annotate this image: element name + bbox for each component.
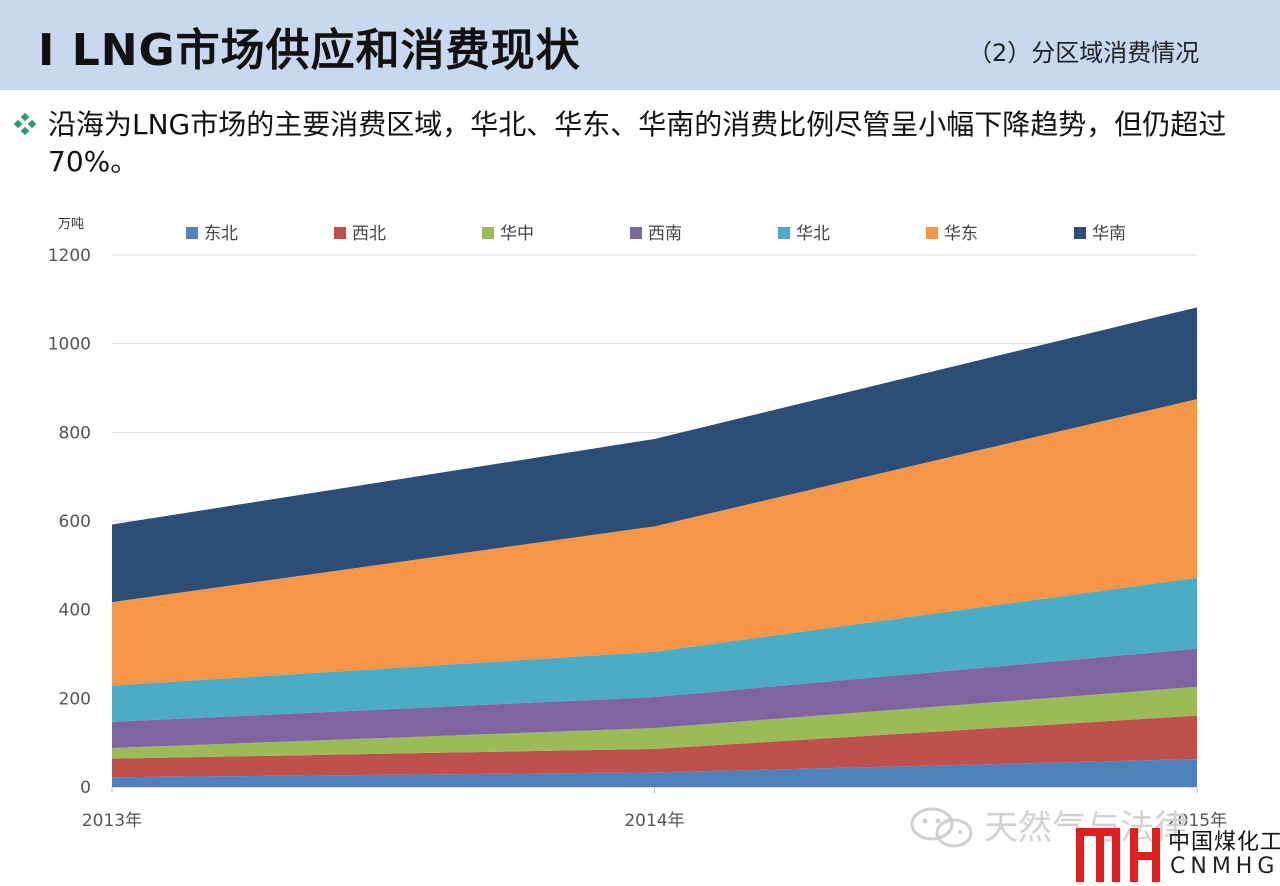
y-tick-label: 1200 <box>48 246 91 266</box>
diamond-cluster-icon <box>14 113 36 135</box>
legend-item: 华东 <box>926 224 978 244</box>
area-series-4 <box>112 648 1197 748</box>
legend-swatch <box>1074 227 1086 239</box>
legend-item: 东北 <box>186 224 238 244</box>
legend-label: 华东 <box>944 224 978 244</box>
legend-label: 华北 <box>796 224 830 244</box>
logo-english-name: CNMHG <box>1170 854 1280 879</box>
legend-swatch <box>778 227 790 239</box>
area-series-5 <box>112 577 1197 722</box>
legend-label: 华中 <box>500 224 534 244</box>
legend-item: 华南 <box>1074 224 1126 244</box>
y-unit-label: 万吨 <box>58 217 84 232</box>
legend-label: 华南 <box>1092 224 1126 244</box>
legend-label: 西北 <box>352 224 386 244</box>
y-tick-label: 800 <box>59 423 91 443</box>
legend-label: 西南 <box>648 224 682 244</box>
chart-legend: 东北 西北 华中 西南 华北 华东 华南 <box>186 224 1126 244</box>
area-series-2 <box>112 715 1197 778</box>
y-tick-label: 400 <box>59 601 91 621</box>
x-tick-label: 2013年 <box>82 811 142 831</box>
stacked-area-chart: 万吨 0 200 400 600 800 1000 1200 2013年 2014年 2015年… <box>48 217 1227 831</box>
legend-swatch <box>926 227 938 239</box>
area-series-1 <box>112 759 1197 787</box>
header-bar: Ⅰ LNG市场供应和消费现状 （2）分区域消费情况 <box>0 0 1280 90</box>
legend-item: 西北 <box>334 224 386 244</box>
y-tick-label: 600 <box>59 512 91 532</box>
legend-swatch <box>334 227 346 239</box>
area-series-3 <box>112 686 1197 759</box>
x-tick-label: 2015年 <box>1167 811 1227 831</box>
mh-logo-mark <box>1076 828 1160 882</box>
company-logo: 中国煤化工 CNMHG <box>1074 822 1280 886</box>
bullet-text: 沿海为LNG市场的主要消费区域，华北、华东、华南的消费比例尽管呈小幅下降趋势，但… <box>48 108 1227 178</box>
legend-label: 东北 <box>204 224 238 244</box>
y-tick-label: 200 <box>59 689 91 709</box>
x-tick-label: 2014年 <box>624 811 684 831</box>
legend-swatch <box>482 227 494 239</box>
section-subtitle: （2）分区域消费情况 <box>968 39 1200 67</box>
logo-chinese-name: 中国煤化工 <box>1168 830 1280 855</box>
wechat-icon <box>910 807 973 848</box>
y-tick-label: 1000 <box>48 335 91 355</box>
y-axis-ticks: 0 200 400 600 800 1000 1200 <box>48 246 91 798</box>
legend-swatch <box>630 227 642 239</box>
x-axis-ticks: 2013年 2014年 2015年 <box>82 787 1227 831</box>
y-tick-label: 0 <box>80 778 91 798</box>
page-title: Ⅰ LNG市场供应和消费现状 <box>38 25 581 76</box>
area-series-7 <box>112 307 1197 603</box>
legend-item: 西南 <box>630 224 682 244</box>
legend-item: 华中 <box>482 224 534 244</box>
chart-areas <box>112 307 1197 787</box>
legend-item: 华北 <box>778 224 830 244</box>
area-series-6 <box>112 399 1197 686</box>
legend-swatch <box>186 227 198 239</box>
